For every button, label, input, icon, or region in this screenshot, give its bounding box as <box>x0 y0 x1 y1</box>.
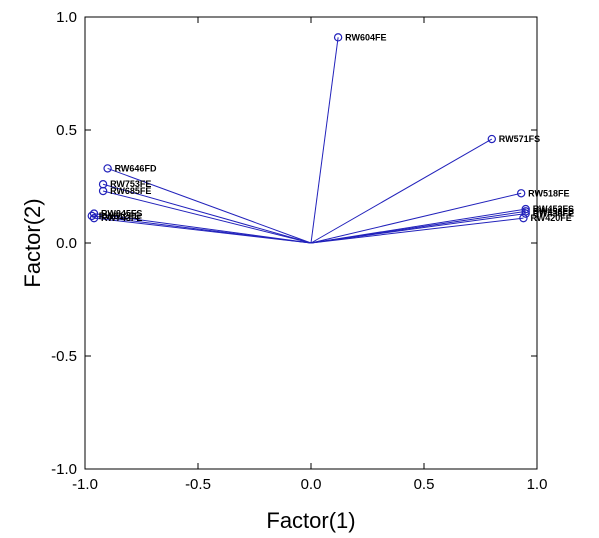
x-tick-label: 1.0 <box>527 476 548 493</box>
point-label: RW420FE <box>530 213 571 223</box>
y-tick-label: 1.0 <box>56 9 77 26</box>
point-label: RW458FS <box>533 206 574 216</box>
loading-point <box>98 186 108 196</box>
loading-point <box>103 164 112 173</box>
x-tick-label: 0.0 <box>301 476 322 493</box>
loading-vector <box>310 192 522 244</box>
y-axis-title: Factor(2) <box>20 198 45 287</box>
vector-group <box>91 37 526 244</box>
loading-point <box>87 211 96 221</box>
point-label: RW612FE <box>99 211 140 221</box>
label-group: RW604FE RW571FS RW518FE RW452FSRW458FSRW436… <box>99 32 574 223</box>
x-tick-label: 0.5 <box>414 476 435 493</box>
loading-vector <box>310 213 526 244</box>
loading-vector <box>107 167 312 244</box>
loading-vector <box>102 190 312 244</box>
x-tick-label: -1.0 <box>72 476 98 493</box>
point-label: RW685FE <box>110 186 151 196</box>
y-tick-label: 0.0 <box>56 235 77 252</box>
loading-point <box>487 134 496 144</box>
marker-group <box>87 33 530 223</box>
loading-point <box>333 33 343 42</box>
point-label: RW452FS <box>533 204 574 214</box>
x-tick-label: -0.5 <box>185 476 211 493</box>
loading-point <box>98 180 108 189</box>
loading-vector <box>93 217 312 244</box>
loading-vector <box>310 138 493 244</box>
x-axis-title: Factor(1) <box>266 508 355 533</box>
point-label: RW436FE <box>533 209 574 219</box>
loading-vector <box>310 37 339 244</box>
loading-point <box>521 204 530 214</box>
loading-point <box>89 213 99 223</box>
point-label: RW646FD <box>115 163 157 173</box>
point-label: RW604FE <box>345 32 386 42</box>
point-label: RW845FS <box>101 209 142 219</box>
loading-vector <box>102 183 312 244</box>
tick-group: -1.0 -0.5 0.0 0.5 1.0 -1.0 -0.5 0.0 0.5 1.0 <box>51 9 547 493</box>
loading-point <box>89 209 99 218</box>
point-label: RW518FE <box>528 188 569 198</box>
point-label: RW743FE <box>101 213 142 223</box>
point-label: RW753FE <box>110 179 151 189</box>
y-tick-label: -1.0 <box>51 461 77 478</box>
loading-point <box>521 209 530 218</box>
y-tick-label: -0.5 <box>51 348 77 365</box>
loading-point <box>516 189 526 198</box>
loading-vector <box>310 217 524 244</box>
loading-point <box>519 213 528 223</box>
y-tick-label: 0.5 <box>56 122 77 139</box>
point-label: RW571FS <box>499 134 540 144</box>
